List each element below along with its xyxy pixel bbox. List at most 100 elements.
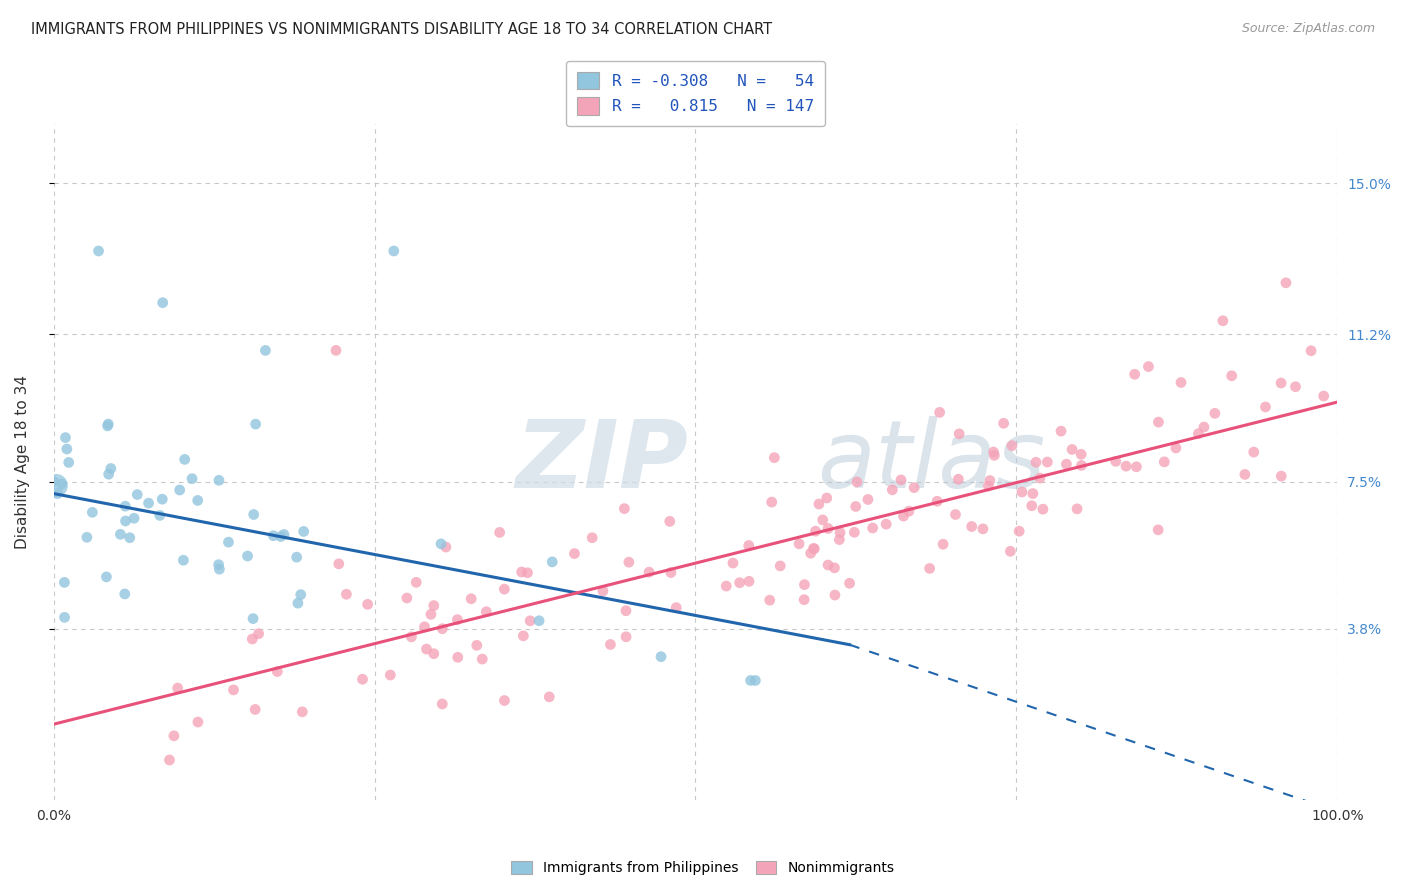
Point [1137, 359, 1160, 374]
Point [242, 508, 264, 522]
Point [658, 515, 681, 529]
Point [242, 612, 264, 626]
Point [114, 514, 136, 528]
Point [1022, 486, 1045, 500]
Point [163, 729, 186, 743]
Point [273, 527, 295, 541]
Point [1147, 415, 1170, 429]
Point [149, 508, 172, 523]
Point [519, 614, 541, 628]
Point [159, 753, 181, 767]
Point [875, 517, 897, 532]
Point [516, 566, 538, 580]
Point [977, 479, 1000, 493]
Point [287, 596, 309, 610]
Point [1054, 457, 1077, 471]
Point [292, 524, 315, 539]
Point [58, 455, 80, 469]
Point [811, 513, 834, 527]
Point [815, 491, 838, 505]
Point [181, 472, 204, 486]
Point [862, 521, 884, 535]
Point [446, 613, 468, 627]
Point [122, 511, 145, 525]
Text: Source: ZipAtlas.com: Source: ZipAtlas.com [1241, 22, 1375, 36]
Point [893, 509, 915, 524]
Point [897, 504, 920, 518]
Point [800, 546, 823, 560]
Point [614, 630, 637, 644]
Point [423, 647, 446, 661]
Point [335, 587, 357, 601]
Point [983, 449, 1005, 463]
Point [738, 574, 761, 589]
Point [744, 673, 766, 688]
Point [494, 693, 516, 707]
Point [236, 549, 259, 563]
Point [419, 607, 441, 622]
Point [1021, 499, 1043, 513]
Point [169, 483, 191, 497]
Point [838, 576, 860, 591]
Point [51, 477, 73, 491]
Point [828, 525, 851, 540]
Point [266, 665, 288, 679]
Point [803, 541, 825, 556]
Point [804, 524, 827, 539]
Point [55, 431, 77, 445]
Point [285, 550, 308, 565]
Point [1001, 439, 1024, 453]
Point [581, 531, 603, 545]
Point [1070, 447, 1092, 461]
Point [475, 605, 498, 619]
Point [53, 610, 76, 624]
Point [328, 557, 350, 571]
Point [541, 555, 564, 569]
Point [110, 527, 132, 541]
Point [96, 570, 118, 584]
Point [56, 442, 79, 456]
Point [87, 244, 110, 258]
Point [928, 405, 950, 419]
Point [127, 487, 149, 501]
Point [76, 530, 98, 544]
Point [787, 537, 810, 551]
Point [380, 668, 402, 682]
Point [1220, 368, 1243, 383]
Text: ZIP: ZIP [516, 416, 689, 508]
Point [45, 478, 67, 492]
Point [845, 500, 868, 514]
Point [415, 642, 437, 657]
Point [824, 588, 846, 602]
Point [1032, 502, 1054, 516]
Point [291, 705, 314, 719]
Point [395, 591, 418, 605]
Point [613, 501, 636, 516]
Point [100, 461, 122, 475]
Point [1066, 501, 1088, 516]
Point [254, 343, 277, 358]
Point [927, 494, 949, 508]
Point [114, 499, 136, 513]
Point [270, 529, 292, 543]
Point [434, 540, 457, 554]
Point [1050, 424, 1073, 438]
Point [465, 638, 488, 652]
Point [413, 620, 436, 634]
Point [208, 562, 231, 576]
Point [1036, 455, 1059, 469]
Point [510, 565, 533, 579]
Point [138, 496, 160, 510]
Point [761, 495, 783, 509]
Point [1192, 420, 1215, 434]
Point [960, 519, 983, 533]
Point [993, 417, 1015, 431]
Point [166, 681, 188, 695]
Point [217, 535, 239, 549]
Point [1070, 458, 1092, 473]
Point [1270, 376, 1292, 390]
Point [564, 547, 586, 561]
Point [948, 472, 970, 486]
Point [1164, 441, 1187, 455]
Point [432, 697, 454, 711]
